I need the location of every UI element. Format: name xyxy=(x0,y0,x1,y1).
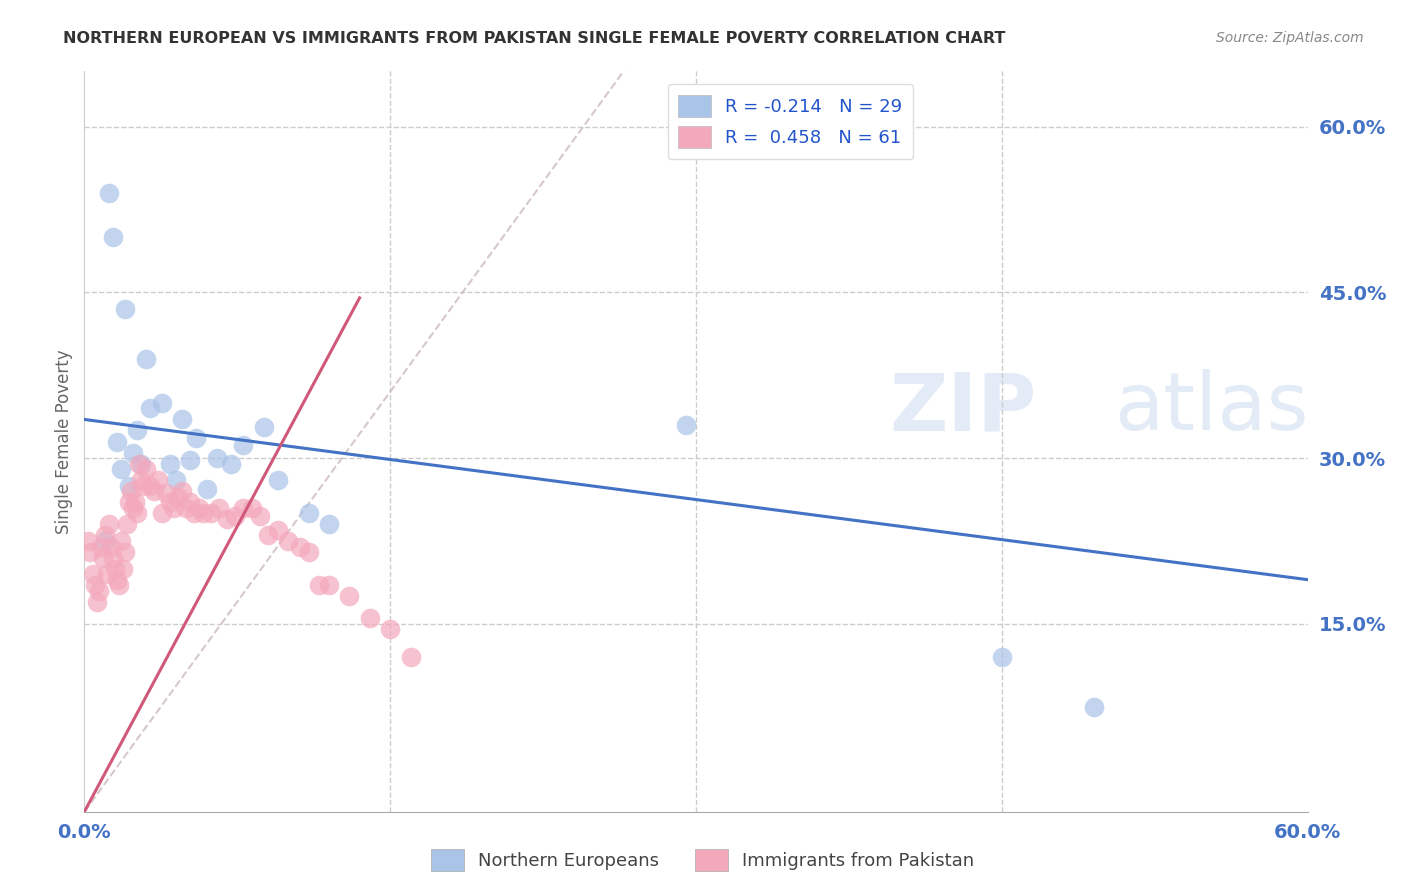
Point xyxy=(205,451,228,466)
Point xyxy=(257,528,280,542)
Point xyxy=(399,650,422,665)
Point xyxy=(90,540,112,554)
Legend: R = -0.214   N = 29, R =  0.458   N = 61: R = -0.214 N = 29, R = 0.458 N = 61 xyxy=(668,84,914,159)
Point xyxy=(127,424,149,438)
Point xyxy=(138,401,160,416)
Point xyxy=(114,545,136,559)
Point xyxy=(128,457,150,471)
Point xyxy=(298,507,321,521)
Point xyxy=(101,550,124,565)
Point xyxy=(159,495,181,509)
Point xyxy=(110,533,132,548)
Point xyxy=(112,561,135,575)
Point xyxy=(132,479,155,493)
Point xyxy=(93,533,115,548)
Point xyxy=(127,507,149,521)
Point xyxy=(142,484,165,499)
Point xyxy=(82,567,104,582)
Point xyxy=(232,500,254,515)
Point xyxy=(267,473,290,487)
Point xyxy=(155,486,177,500)
Point xyxy=(97,186,120,200)
Point xyxy=(318,578,340,592)
Legend: Northern Europeans, Immigrants from Pakistan: Northern Europeans, Immigrants from Paki… xyxy=(425,842,981,879)
Point xyxy=(150,396,173,410)
Point xyxy=(131,473,153,487)
Point xyxy=(163,500,186,515)
Point xyxy=(159,457,181,471)
Point xyxy=(1083,699,1105,714)
Point xyxy=(172,484,194,499)
Point xyxy=(120,484,142,499)
Point xyxy=(208,500,231,515)
Point xyxy=(172,412,194,426)
Point xyxy=(114,301,136,316)
Point xyxy=(77,533,100,548)
Point xyxy=(108,578,131,592)
Point xyxy=(104,561,127,575)
Point xyxy=(86,595,108,609)
Point xyxy=(135,462,157,476)
Point xyxy=(118,479,141,493)
Point xyxy=(217,512,239,526)
Point xyxy=(267,523,290,537)
Point xyxy=(195,482,218,496)
Point xyxy=(277,533,299,548)
Point xyxy=(675,417,697,432)
Point xyxy=(191,507,214,521)
Point xyxy=(110,462,132,476)
Point xyxy=(91,550,114,565)
Point xyxy=(167,490,190,504)
Point xyxy=(105,434,128,449)
Text: ZIP: ZIP xyxy=(890,369,1036,448)
Point xyxy=(138,479,160,493)
Point xyxy=(174,500,197,515)
Point xyxy=(115,517,138,532)
Point xyxy=(183,507,205,521)
Point xyxy=(118,495,141,509)
Point xyxy=(232,438,254,452)
Point xyxy=(339,589,361,603)
Point xyxy=(186,431,208,445)
Point xyxy=(124,495,146,509)
Point xyxy=(359,611,381,625)
Text: Source: ZipAtlas.com: Source: ZipAtlas.com xyxy=(1216,31,1364,45)
Point xyxy=(308,578,330,592)
Point xyxy=(165,473,187,487)
Point xyxy=(105,573,128,587)
Point xyxy=(219,457,242,471)
Point xyxy=(122,445,145,459)
Point xyxy=(122,500,145,515)
Point xyxy=(146,473,169,487)
Point xyxy=(97,517,120,532)
Point xyxy=(318,517,340,532)
Point xyxy=(101,230,124,244)
Point xyxy=(179,495,201,509)
Point xyxy=(290,540,312,554)
Point xyxy=(380,623,402,637)
Point xyxy=(83,578,105,592)
Point xyxy=(249,508,271,523)
Point xyxy=(187,500,209,515)
Point xyxy=(87,583,110,598)
Point xyxy=(79,545,101,559)
Point xyxy=(240,500,263,515)
Point xyxy=(179,453,201,467)
Point xyxy=(224,508,246,523)
Point xyxy=(131,457,153,471)
Point xyxy=(253,420,276,434)
Point xyxy=(200,507,222,521)
Point xyxy=(100,540,122,554)
Point xyxy=(150,507,173,521)
Text: NORTHERN EUROPEAN VS IMMIGRANTS FROM PAKISTAN SINGLE FEMALE POVERTY CORRELATION : NORTHERN EUROPEAN VS IMMIGRANTS FROM PAK… xyxy=(63,31,1005,46)
Text: atlas: atlas xyxy=(1114,369,1308,448)
Point xyxy=(298,545,321,559)
Point xyxy=(135,351,157,366)
Point xyxy=(96,567,118,582)
Y-axis label: Single Female Poverty: Single Female Poverty xyxy=(55,350,73,533)
Point xyxy=(991,650,1014,665)
Point xyxy=(93,528,115,542)
